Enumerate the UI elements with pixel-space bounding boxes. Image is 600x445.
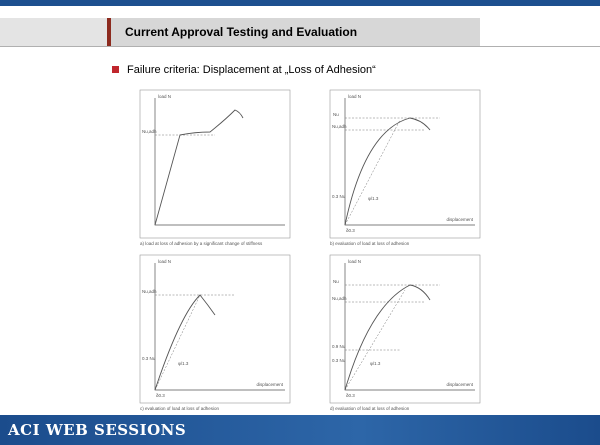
figures: load N Nu,adh a) load at loss of adhesion …	[139, 89, 481, 411]
figure-label: φ/1.3	[368, 196, 379, 201]
brand: ACI WEB SESSIONS	[8, 421, 187, 439]
figure-label: Nu	[333, 112, 339, 117]
load-curve	[344, 117, 431, 226]
header-rule	[0, 46, 600, 47]
y-axis-label: load N	[158, 259, 171, 264]
dashed-lines	[154, 294, 235, 391]
figure-label: φ/1.3	[370, 361, 381, 366]
figure-label: 0.3 Nu	[142, 356, 156, 361]
slide-title: Current Approval Testing and Evaluation	[125, 25, 358, 39]
figure-frame	[329, 89, 481, 239]
dashed-lines	[344, 284, 440, 391]
figure-label: 0.3 Nu	[332, 358, 346, 363]
figure-label: Nu	[333, 279, 339, 284]
x-axis-label: displacement	[446, 217, 473, 222]
figure: load N displacement Nu Nu,adh 0.9 Nu 0.3 Nu δ0…	[329, 254, 481, 411]
figure-label: δ0.3	[346, 228, 355, 233]
figure: load N Nu,adh a) load at loss of adhesion …	[139, 89, 291, 246]
top-band	[0, 0, 600, 6]
figure-caption: a) load at loss of adhesion by a signifi…	[140, 241, 263, 246]
bullet-marker	[112, 66, 119, 73]
figure-label: Nu,adh	[332, 296, 347, 301]
figure-caption: c) evaluation of load at loss of adhesio…	[140, 406, 220, 411]
load-curve	[154, 294, 216, 391]
title-bar: Current Approval Testing and Evaluation	[107, 18, 480, 46]
x-axis-label: displacement	[446, 382, 473, 387]
figure-label: 0.3 Nu	[332, 194, 346, 199]
figure-frame	[329, 254, 481, 404]
figure: load N displacement Nu,adh 0.3 Nu δ0.3 φ/1.3 c…	[139, 254, 291, 411]
figure-label: Nu,adh	[332, 124, 347, 129]
figure-frame	[139, 254, 291, 404]
y-axis-label: load N	[348, 94, 361, 99]
figure-caption: d) evaluation of load at loss of adhesio…	[330, 406, 410, 411]
footer-band: ACI WEB SESSIONS	[0, 415, 600, 445]
bullet-item: Failure criteria: Displacement at „Loss …	[112, 64, 376, 76]
figure-label: δ0.3	[346, 393, 355, 398]
figure: load N displacement Nu Nu,adh 0.3 Nu δ0.3 φ/1.…	[329, 89, 481, 246]
figure-caption: b) evaluation of load at loss of adhesio…	[330, 241, 410, 246]
figure-label: 0.9 Nu	[332, 344, 346, 349]
load-curve	[344, 284, 431, 391]
figure-label: Nu,adh	[142, 289, 157, 294]
figure-frame	[139, 89, 291, 239]
dashed-lines	[344, 117, 440, 226]
y-axis-label: load N	[158, 94, 171, 99]
figure-label: φ/1.3	[178, 361, 189, 366]
load-curve	[154, 109, 244, 226]
x-axis-label: displacement	[256, 382, 283, 387]
y-axis-label: load N	[348, 259, 361, 264]
figure-label: δ0.3	[156, 393, 165, 398]
figure-label: Nu,adh	[142, 129, 157, 134]
left-header-block	[0, 18, 107, 46]
bullet-text: Failure criteria: Displacement at „Loss …	[127, 64, 376, 76]
